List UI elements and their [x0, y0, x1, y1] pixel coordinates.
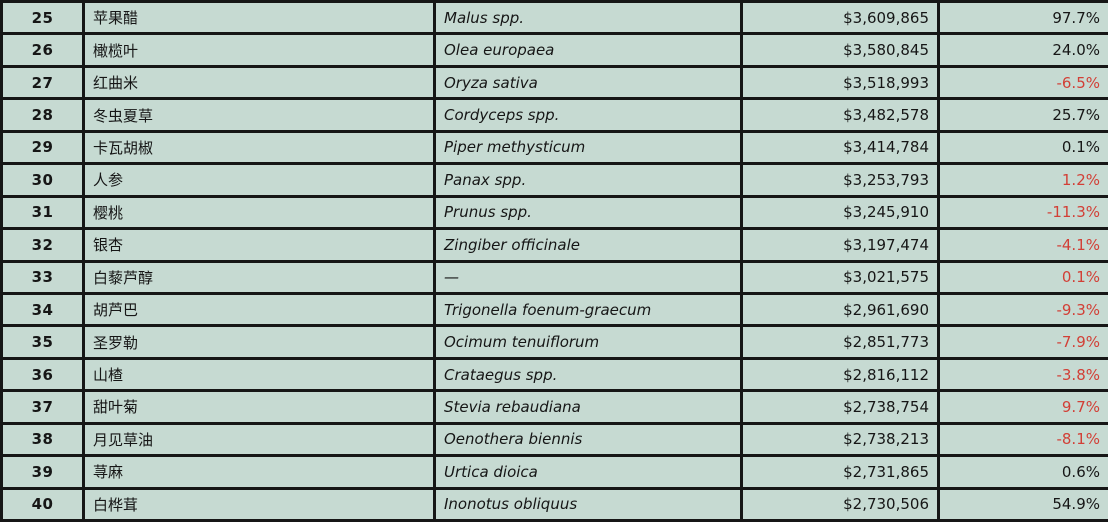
latin-name-cell: Inonotus obliquus [433, 486, 743, 522]
percent-cell: 97.7% [937, 0, 1108, 36]
latin-name-cell: Olea europaea [433, 32, 743, 68]
percent-cell: 24.0% [937, 32, 1108, 68]
percent-cell: 54.9% [937, 486, 1108, 522]
rank-cell: 32 [0, 227, 85, 263]
table-row: 39 荨麻 Urtica dioica $2,731,865 0.6% [0, 454, 1108, 490]
amount-cell: $2,851,773 [740, 324, 940, 360]
percent-cell: -3.8% [937, 356, 1108, 393]
latin-name-cell: Stevia rebaudiana [433, 389, 743, 425]
amount-cell: $3,021,575 [740, 259, 940, 295]
chinese-name-cell: 人参 [82, 162, 436, 198]
table-row: 33 白藜芦醇 — $3,021,575 0.1% [0, 259, 1108, 295]
latin-name-cell: Zingiber officinale [433, 227, 743, 263]
latin-name-cell: Ocimum tenuiflorum [433, 324, 743, 360]
amount-cell: $3,197,474 [740, 227, 940, 263]
amount-cell: $2,731,865 [740, 454, 940, 490]
rank-cell: 26 [0, 32, 85, 68]
amount-cell: $2,730,506 [740, 486, 940, 522]
percent-cell: 1.2% [937, 162, 1108, 198]
table-row: 36 山楂 Crataegus spp. $2,816,112 -3.8% [0, 356, 1108, 393]
rank-cell: 36 [0, 356, 85, 393]
percent-cell: 25.7% [937, 97, 1108, 133]
latin-name-cell: Cordyceps spp. [433, 97, 743, 133]
table-row: 26 橄榄叶 Olea europaea $3,580,845 24.0% [0, 32, 1108, 68]
chinese-name-cell: 白藜芦醇 [82, 259, 436, 295]
rank-cell: 25 [0, 0, 85, 36]
rank-cell: 31 [0, 194, 85, 231]
amount-cell: $2,961,690 [740, 291, 940, 328]
amount-cell: $3,609,865 [740, 0, 940, 36]
percent-cell: 0.1% [937, 259, 1108, 295]
rank-cell: 35 [0, 324, 85, 360]
latin-name-cell: Piper methysticum [433, 129, 743, 166]
chinese-name-cell: 樱桃 [82, 194, 436, 231]
rank-cell: 33 [0, 259, 85, 295]
table-row: 28 冬虫夏草 Cordyceps spp. $3,482,578 25.7% [0, 97, 1108, 133]
table-row: 31 樱桃 Prunus spp. $3,245,910 -11.3% [0, 194, 1108, 231]
amount-cell: $3,245,910 [740, 194, 940, 231]
percent-cell: -6.5% [937, 64, 1108, 101]
amount-cell: $2,816,112 [740, 356, 940, 393]
chinese-name-cell: 山楂 [82, 356, 436, 393]
percent-cell: -4.1% [937, 227, 1108, 263]
rank-cell: 28 [0, 97, 85, 133]
amount-cell: $2,738,213 [740, 421, 940, 458]
table-row: 37 甜叶菊 Stevia rebaudiana $2,738,754 9.7% [0, 389, 1108, 425]
rank-cell: 40 [0, 486, 85, 522]
latin-name-cell: Panax spp. [433, 162, 743, 198]
percent-cell: 0.6% [937, 454, 1108, 490]
latin-name-cell: Crataegus spp. [433, 356, 743, 393]
chinese-name-cell: 苹果醋 [82, 0, 436, 36]
amount-cell: $3,414,784 [740, 129, 940, 166]
table-row: 32 银杏 Zingiber officinale $3,197,474 -4.… [0, 227, 1108, 263]
latin-name-cell: Prunus spp. [433, 194, 743, 231]
latin-name-cell: Urtica dioica [433, 454, 743, 490]
rank-cell: 38 [0, 421, 85, 458]
chinese-name-cell: 银杏 [82, 227, 436, 263]
chinese-name-cell: 红曲米 [82, 64, 436, 101]
amount-cell: $3,518,993 [740, 64, 940, 101]
amount-cell: $3,253,793 [740, 162, 940, 198]
table-row: 34 胡芦巴 Trigonella foenum-graecum $2,961,… [0, 291, 1108, 328]
table-row: 30 人参 Panax spp. $3,253,793 1.2% [0, 162, 1108, 198]
chinese-name-cell: 月见草油 [82, 421, 436, 458]
amount-cell: $3,482,578 [740, 97, 940, 133]
table-row: 27 红曲米 Oryza sativa $3,518,993 -6.5% [0, 64, 1108, 101]
rank-cell: 39 [0, 454, 85, 490]
percent-cell: 0.1% [937, 129, 1108, 166]
table-row: 38 月见草油 Oenothera biennis $2,738,213 -8.… [0, 421, 1108, 458]
rank-cell: 27 [0, 64, 85, 101]
chinese-name-cell: 橄榄叶 [82, 32, 436, 68]
percent-cell: -9.3% [937, 291, 1108, 328]
chinese-name-cell: 圣罗勒 [82, 324, 436, 360]
latin-name-cell: Oryza sativa [433, 64, 743, 101]
table-row: 29 卡瓦胡椒 Piper methysticum $3,414,784 0.1… [0, 129, 1108, 166]
chinese-name-cell: 冬虫夏草 [82, 97, 436, 133]
rank-cell: 34 [0, 291, 85, 328]
amount-cell: $2,738,754 [740, 389, 940, 425]
chinese-name-cell: 卡瓦胡椒 [82, 129, 436, 166]
chinese-name-cell: 荨麻 [82, 454, 436, 490]
percent-cell: 9.7% [937, 389, 1108, 425]
rank-cell: 37 [0, 389, 85, 425]
rank-cell: 30 [0, 162, 85, 198]
latin-name-cell: Oenothera biennis [433, 421, 743, 458]
chinese-name-cell: 白桦茸 [82, 486, 436, 522]
percent-cell: -11.3% [937, 194, 1108, 231]
amount-cell: $3,580,845 [740, 32, 940, 68]
latin-name-cell: Trigonella foenum-graecum [433, 291, 743, 328]
table-row: 40 白桦茸 Inonotus obliquus $2,730,506 54.9… [0, 486, 1108, 522]
chinese-name-cell: 胡芦巴 [82, 291, 436, 328]
latin-name-cell: — [433, 259, 743, 295]
latin-name-cell: Malus spp. [433, 0, 743, 36]
chinese-name-cell: 甜叶菊 [82, 389, 436, 425]
percent-cell: -7.9% [937, 324, 1108, 360]
table-row: 35 圣罗勒 Ocimum tenuiflorum $2,851,773 -7.… [0, 324, 1108, 360]
table-row: 25 苹果醋 Malus spp. $3,609,865 97.7% [0, 0, 1108, 36]
rank-cell: 29 [0, 129, 85, 166]
percent-cell: -8.1% [937, 421, 1108, 458]
